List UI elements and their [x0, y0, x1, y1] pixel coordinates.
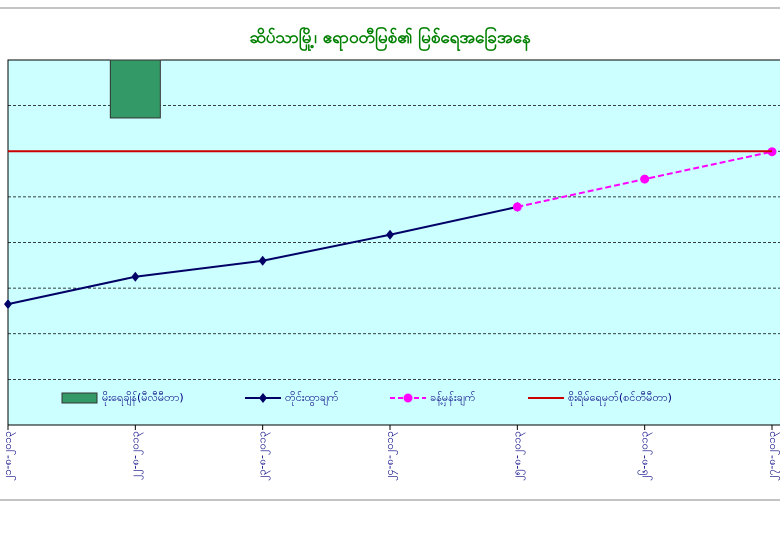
legend-swatch: [61, 392, 98, 404]
x-tick-label: ၂၃-၈-၂၀၁၃: [256, 431, 271, 481]
x-tick-label: ၂၅-၈-၂၀၁၃: [510, 431, 525, 481]
legend-label: စိုးရိမ်ရေမှတ်(စင်တီမီတာ): [568, 391, 672, 406]
marker: [512, 202, 522, 212]
x-tick-label: ၂၂-၈-၂၀၁၃: [128, 431, 143, 480]
legend-label: တိုင်းထွာချက်: [285, 391, 339, 406]
legend-marker: [259, 393, 267, 403]
chart-title: ဆိပ်သာမြို့၊ ဧရာဝတီမြစ်၏ မြစ်ရေအခြေအနေ: [249, 25, 530, 52]
x-tick-label: ၂၄-၈-၂၀၁၃: [383, 431, 398, 481]
x-tick-label: ၂၇-၈-၂၀၁၃: [765, 431, 780, 481]
marker: [258, 255, 267, 266]
legend-marker: [403, 393, 413, 403]
x-tick-label: ၂၁-၈-၂၀၁၃: [1, 431, 16, 481]
marker: [131, 271, 140, 282]
bar: [109, 59, 161, 119]
marker: [640, 174, 650, 184]
legend-label: မိုးရေချိန်(မီလီမီတာ): [102, 391, 184, 406]
marker: [4, 299, 12, 310]
legend-label: ခန့်မှန်းချက်: [430, 391, 476, 406]
marker: [386, 229, 394, 240]
x-tick-label: ၂၆-၈-၂၀၁၃: [638, 431, 653, 481]
